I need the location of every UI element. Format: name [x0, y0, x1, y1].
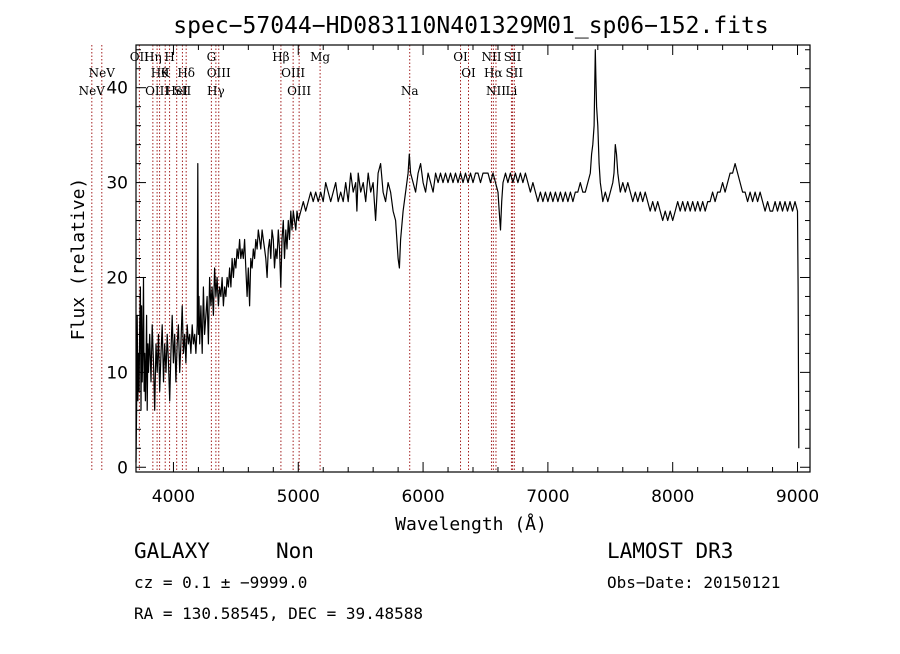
- y-axis-ticks: 0 10 20 30 40: [106, 49, 810, 478]
- spectral-line-label: OIII: [145, 84, 169, 98]
- coordinates: RA = 130.58545, DEC = 39.48588: [134, 604, 423, 623]
- y-tick-label: 20: [106, 268, 128, 288]
- spectral-line-markers: [91, 45, 515, 472]
- spectral-line-label: OI: [453, 50, 468, 64]
- spectral-line-label: OIII: [207, 66, 231, 80]
- spectral-line-label: Hα: [484, 66, 503, 80]
- spectral-line-label: Hβ: [272, 50, 289, 64]
- spectral-line-label: NII: [481, 50, 501, 64]
- spectral-line-label: Na: [401, 84, 419, 98]
- spectral-line-label: H: [164, 50, 174, 64]
- x-tick-label: 6000: [401, 487, 444, 507]
- y-tick-label: 30: [106, 174, 128, 194]
- spectral-line-label: Hγ: [207, 84, 225, 98]
- y-tick-label: 10: [106, 363, 128, 383]
- x-axis-title: Wavelength (Å): [395, 513, 547, 535]
- spectral-line-label: OII: [130, 50, 150, 64]
- spectral-line-label: Hδ: [177, 66, 195, 80]
- spectral-line-label: K: [161, 66, 171, 80]
- x-tick-label: 9000: [776, 487, 819, 507]
- object-subclass: Non: [276, 539, 314, 563]
- spectral-line-label: NeV: [79, 84, 106, 98]
- survey-name: LAMOST DR3: [607, 539, 733, 563]
- spectral-line-label: Mg: [310, 50, 330, 64]
- spectral-line-label: Hθ: [151, 66, 169, 80]
- x-axis-ticks: 4000 5000 6000 7000 8000 9000: [152, 45, 819, 507]
- x-tick-label: 7000: [526, 487, 569, 507]
- object-class: GALAXY: [134, 539, 210, 563]
- spectral-line-label: G: [207, 50, 217, 64]
- chart-title: spec−57044−HD083110N401329M01_sp06−152.f…: [173, 13, 768, 39]
- spectral-line-label: HeI: [166, 84, 189, 98]
- spectral-line-label: SII: [505, 66, 523, 80]
- y-tick-label: 40: [106, 79, 128, 99]
- spectral-line-label: SII: [174, 84, 192, 98]
- spectral-line-label: OI: [461, 66, 476, 80]
- spectral-line-label: OIII: [287, 84, 311, 98]
- spectral-line-label: SII: [504, 50, 522, 64]
- spectral-line-label: Li: [506, 84, 518, 98]
- spectrum-series: [135, 49, 800, 463]
- redshift-cz: cz = 0.1 ± −9999.0: [134, 573, 307, 592]
- x-tick-label: 4000: [152, 487, 195, 507]
- spectrum-line: [135, 49, 800, 463]
- spectral-line-label: NeV: [89, 66, 116, 80]
- observation-date: Obs−Date: 20150121: [607, 573, 780, 592]
- spectral-line-label: Hη: [144, 50, 162, 64]
- spectral-line-label: NII: [486, 84, 506, 98]
- y-tick-label: 0: [117, 458, 128, 478]
- x-tick-label: 8000: [651, 487, 694, 507]
- y-axis-title: Flux (relative): [68, 178, 89, 341]
- spectral-line-label: OIII: [281, 66, 305, 80]
- x-tick-label: 5000: [277, 487, 320, 507]
